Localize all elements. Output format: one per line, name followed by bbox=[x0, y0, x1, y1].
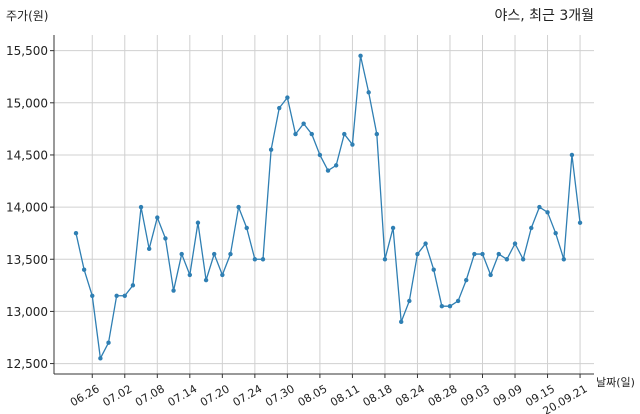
data-point bbox=[520, 257, 526, 262]
data-point bbox=[293, 131, 298, 137]
data-point bbox=[399, 319, 404, 325]
y-tick-label: 14,500 bbox=[6, 148, 48, 162]
data-point bbox=[423, 241, 428, 246]
data-point bbox=[195, 220, 201, 225]
x-tick-label: 07.02 bbox=[101, 382, 135, 409]
data-point bbox=[130, 283, 136, 288]
data-point bbox=[73, 230, 79, 236]
data-point bbox=[488, 272, 493, 278]
x-tick-labels: 06.2607.0207.0807.1407.2007.2407.3008.05… bbox=[68, 374, 590, 414]
x-axis-label: 날짜(일) bbox=[596, 375, 635, 389]
data-point bbox=[244, 225, 249, 231]
data-point bbox=[447, 304, 453, 309]
data-point bbox=[179, 251, 184, 257]
x-tick-label: 08.11 bbox=[328, 382, 362, 409]
data-point bbox=[301, 121, 306, 126]
data-point bbox=[212, 251, 217, 257]
y-axis-label: 주가(원) bbox=[6, 9, 48, 23]
data-point bbox=[350, 142, 355, 147]
data-point bbox=[146, 246, 152, 252]
data-point bbox=[138, 204, 144, 210]
y-tick-label: 14,000 bbox=[6, 201, 48, 215]
data-point bbox=[561, 257, 566, 262]
x-tick-label: 09.03 bbox=[458, 382, 492, 409]
data-point bbox=[260, 257, 266, 262]
y-tick-label: 13,000 bbox=[6, 305, 48, 319]
data-point bbox=[333, 163, 339, 168]
data-point bbox=[114, 293, 119, 298]
data-point bbox=[529, 225, 534, 231]
x-tick-label: 06.26 bbox=[68, 382, 102, 409]
data-point bbox=[252, 257, 258, 262]
grid-lines bbox=[54, 35, 594, 374]
data-point bbox=[220, 272, 225, 278]
data-point bbox=[122, 293, 127, 298]
data-point bbox=[277, 105, 282, 111]
data-point bbox=[407, 298, 412, 304]
data-point bbox=[374, 131, 380, 137]
data-point bbox=[390, 225, 396, 231]
y-tick-label: 12,500 bbox=[6, 357, 48, 371]
data-point bbox=[155, 215, 160, 220]
data-point bbox=[496, 251, 501, 257]
data-point bbox=[537, 204, 542, 210]
data-point bbox=[577, 220, 583, 225]
x-tick-label: 08.24 bbox=[393, 382, 427, 409]
price-series-points bbox=[73, 53, 583, 361]
data-point bbox=[81, 267, 87, 272]
axes bbox=[53, 35, 594, 375]
data-point bbox=[187, 272, 193, 278]
data-point bbox=[317, 152, 323, 158]
data-point bbox=[342, 131, 347, 137]
x-tick-label: 07.14 bbox=[166, 382, 200, 409]
data-point bbox=[163, 236, 168, 241]
data-point bbox=[472, 251, 477, 257]
data-point bbox=[285, 95, 290, 100]
data-point bbox=[358, 53, 363, 59]
data-point bbox=[325, 168, 331, 173]
data-point bbox=[236, 204, 241, 210]
data-point bbox=[569, 152, 575, 158]
data-point bbox=[439, 304, 445, 309]
data-point bbox=[415, 251, 420, 257]
x-tick-label: 07.20 bbox=[198, 382, 232, 409]
data-point bbox=[553, 230, 558, 236]
data-point bbox=[268, 147, 274, 152]
data-point bbox=[106, 340, 111, 345]
y-tick-label: 15,500 bbox=[6, 44, 48, 58]
data-point bbox=[228, 251, 233, 257]
x-tick-label: 07.24 bbox=[231, 382, 265, 409]
data-point bbox=[366, 90, 371, 95]
x-tick-label: 08.05 bbox=[296, 382, 330, 409]
x-tick-label: 09.09 bbox=[491, 382, 525, 409]
data-point bbox=[171, 288, 176, 293]
data-point bbox=[90, 293, 95, 298]
y-tick-labels: 12,500 13,000 13,500 14,000 14,500 15,000 15,5… bbox=[6, 44, 54, 371]
y-tick-label: 13,500 bbox=[6, 253, 48, 267]
data-point bbox=[203, 277, 209, 283]
x-tick-label: 08.18 bbox=[361, 382, 395, 409]
x-tick-label: 07.30 bbox=[263, 382, 297, 409]
data-point bbox=[504, 257, 510, 262]
data-point bbox=[480, 251, 485, 257]
data-point bbox=[382, 257, 388, 262]
x-tick-label: 07.08 bbox=[133, 382, 167, 409]
data-point bbox=[545, 210, 550, 215]
data-point bbox=[431, 267, 436, 272]
chart-title: 야스, 최근 3개월 bbox=[494, 8, 594, 24]
data-point bbox=[455, 298, 461, 304]
data-point bbox=[309, 131, 314, 137]
x-tick-label: 08.28 bbox=[426, 382, 460, 409]
data-point bbox=[98, 356, 103, 361]
data-point bbox=[512, 241, 518, 246]
data-point bbox=[464, 277, 469, 283]
y-tick-label: 15,000 bbox=[6, 96, 48, 110]
